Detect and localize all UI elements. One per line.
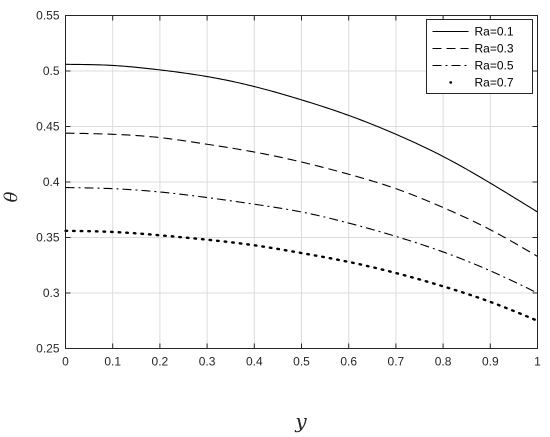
y-axis-label: θ (1, 191, 22, 202)
y-tick-label: 0.45 (36, 120, 60, 134)
y-tick-label: 0.55 (36, 9, 60, 23)
series-line-3 (65, 187, 538, 294)
series-lines (64, 63, 539, 322)
y-tick-label: 0.3 (43, 286, 60, 300)
x-tick-label: 0.5 (293, 355, 310, 369)
series-line-4 (64, 229, 539, 322)
x-tick-label: 0 (62, 355, 69, 369)
legend-label-3: Ra=0.5 (475, 59, 514, 73)
y-tick-label: 0.5 (43, 64, 60, 78)
x-tick-label: 0.8 (435, 355, 452, 369)
legend-label-2: Ra=0.3 (475, 42, 514, 56)
y-tick-label: 0.4 (43, 175, 60, 189)
legend-label-1: Ra=0.1 (475, 25, 514, 39)
axis-ticks: 0 0.1 0.2 0.3 0.4 0.5 0.6 0.7 0.8 0.9 1 0.25 0.3 0.35… (36, 9, 541, 369)
legend: Ra=0.1 Ra=0.3 Ra=0.5 Ra=0.7 (426, 19, 533, 94)
x-tick-label: 1 (534, 355, 541, 369)
x-tick-label: 0.7 (388, 355, 405, 369)
x-tick-label: 0.3 (199, 355, 216, 369)
x-tick-label: 0.1 (104, 355, 121, 369)
legend-label-4: Ra=0.7 (475, 76, 514, 90)
series-line-2 (65, 132, 538, 257)
series-line-1 (65, 63, 538, 213)
y-tick-label: 0.25 (36, 342, 60, 356)
x-axis-label: y (294, 409, 307, 433)
x-tick-label: 0.9 (482, 355, 499, 369)
x-tick-label: 0.4 (246, 355, 263, 369)
y-tick-label: 0.35 (36, 231, 60, 245)
x-tick-label: 0.2 (152, 355, 169, 369)
x-tick-label: 0.6 (340, 355, 357, 369)
